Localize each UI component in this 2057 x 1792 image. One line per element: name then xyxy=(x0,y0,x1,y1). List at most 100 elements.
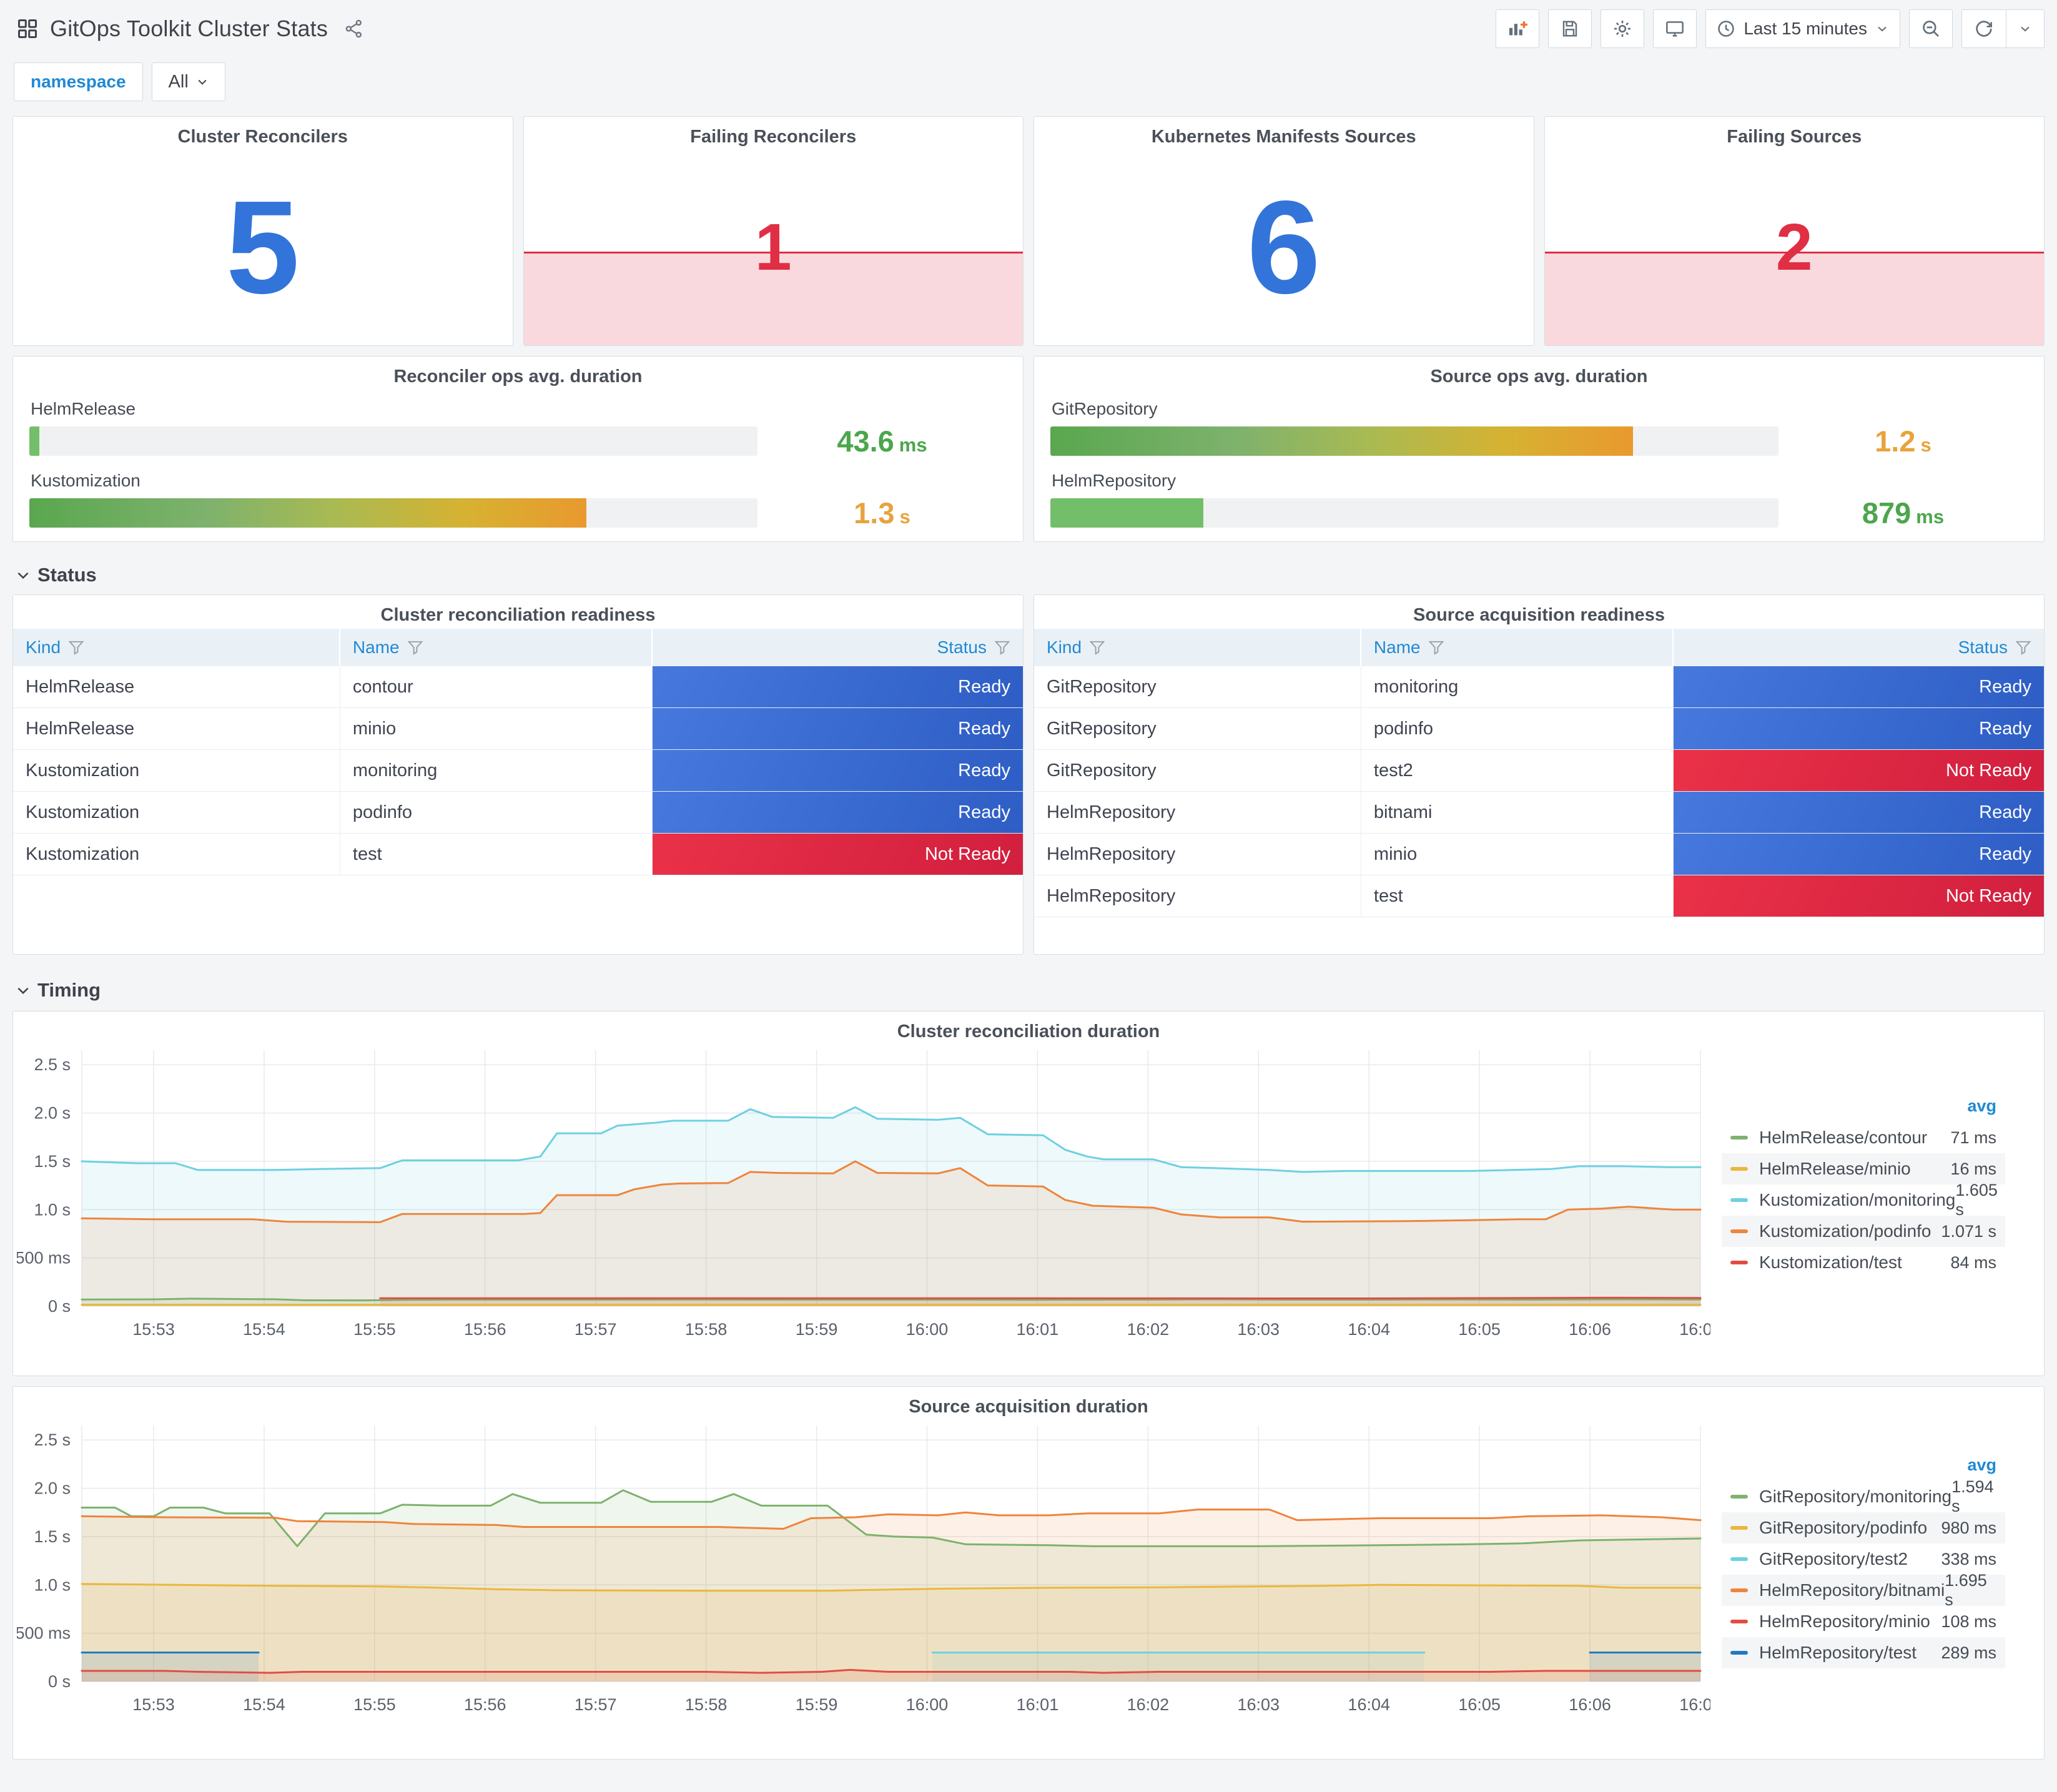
legend-item[interactable]: GitRepository/monitoring 1.594 s xyxy=(1722,1477,2005,1515)
table-column-header-status[interactable]: Status xyxy=(1674,629,2044,666)
series-name: Kustomization/test xyxy=(1759,1253,1902,1272)
gauge-label: GitRepository xyxy=(1052,399,1158,418)
filter-icon[interactable] xyxy=(1089,639,1105,656)
table-column-header-name[interactable]: Name xyxy=(340,629,653,666)
status-cell: Ready xyxy=(1673,666,2044,707)
series-name: HelmRepository/test xyxy=(1759,1643,1917,1662)
table-column-header-status[interactable]: Status xyxy=(653,629,1023,666)
panel-title: Failing Reconcilers xyxy=(690,127,857,147)
chevron-down-icon xyxy=(2021,26,2030,32)
stat-panel-cluster-reconcilers[interactable]: Cluster Reconcilers 5 xyxy=(12,116,513,346)
table-row: Kustomization monitoring Ready xyxy=(13,750,1023,792)
variable-namespace-select[interactable]: All xyxy=(151,62,225,101)
time-series-plot[interactable]: 0 s 500 ms 1.0 s 1.5 s 2.0 s 2.5 s 15:53 15:54 1… xyxy=(17,1041,1710,1354)
apps-dashboard-icon[interactable] xyxy=(16,17,39,40)
kind-cell: HelmRelease xyxy=(13,666,340,707)
chart-panel-cluster-reconciliation-duration[interactable]: Cluster reconciliation duration 0 s 500 m… xyxy=(12,1011,2045,1376)
time-range-label: Last 15 minutes xyxy=(1744,19,1867,38)
gauge-bar xyxy=(29,498,586,528)
svg-text:16:03: 16:03 xyxy=(1237,1695,1280,1714)
legend-item[interactable]: HelmRelease/contour 71 ms xyxy=(1722,1122,2005,1153)
svg-text:15:59: 15:59 xyxy=(796,1320,838,1339)
svg-text:2.5 s: 2.5 s xyxy=(34,1055,71,1074)
svg-text:16:05: 16:05 xyxy=(1458,1320,1501,1339)
series-color-swatch xyxy=(1730,1620,1748,1623)
legend-item[interactable]: GitRepository/podinfo 980 ms xyxy=(1722,1512,2005,1543)
legend-item[interactable]: HelmRelease/minio 16 ms xyxy=(1722,1153,2005,1184)
legend-item[interactable]: Kustomization/podinfo 1.071 s xyxy=(1722,1216,2005,1247)
dashboard-settings-button[interactable] xyxy=(1601,9,1645,48)
section-header-timing[interactable]: Timing xyxy=(12,976,2045,1005)
legend-item[interactable]: Kustomization/test 84 ms xyxy=(1722,1247,2005,1278)
status-cell: Ready xyxy=(652,750,1023,791)
legend-item[interactable]: HelmRepository/test 289 ms xyxy=(1722,1637,2005,1668)
filter-icon[interactable] xyxy=(994,639,1010,656)
refresh-interval-picker[interactable] xyxy=(2006,10,2044,47)
series-name: GitRepository/podinfo xyxy=(1759,1518,1928,1537)
zoom-out-button[interactable] xyxy=(1909,9,1953,48)
name-cell: test2 xyxy=(1361,750,1674,791)
chart-panel-source-acquisition-duration[interactable]: Source acquisition duration 0 s 500 ms 1.0… xyxy=(12,1386,2045,1760)
filter-icon[interactable] xyxy=(407,639,423,656)
stat-panel-failing-reconcilers[interactable]: Failing Reconcilers 1 xyxy=(523,116,1024,346)
svg-text:16:03: 16:03 xyxy=(1237,1320,1280,1339)
section-header-status[interactable]: Status xyxy=(12,561,2045,589)
time-series-plot[interactable]: 0 s 500 ms 1.0 s 1.5 s 2.0 s 2.5 s 15:53 15:54 1… xyxy=(17,1417,1710,1729)
legend-avg-header[interactable]: avg xyxy=(1967,1096,1996,1115)
add-panel-button[interactable] xyxy=(1496,9,1540,48)
gauge-label: HelmRelease xyxy=(31,399,136,418)
filter-icon[interactable] xyxy=(1428,639,1444,656)
svg-text:1.5 s: 1.5 s xyxy=(34,1527,71,1546)
table-column-header-kind[interactable]: Kind xyxy=(1034,629,1361,666)
table-column-header-kind[interactable]: Kind xyxy=(13,629,340,666)
series-name: GitRepository/test2 xyxy=(1759,1549,1908,1568)
cycle-view-button[interactable] xyxy=(1653,9,1697,48)
kind-cell: HelmRepository xyxy=(1034,792,1361,833)
table-column-header-name[interactable]: Name xyxy=(1361,629,1674,666)
table-row: HelmRepository test Not Ready xyxy=(1034,875,2044,917)
series-color-swatch xyxy=(1730,1261,1748,1264)
share-icon[interactable] xyxy=(344,19,364,39)
refresh-button-group xyxy=(1961,9,2045,48)
gauge-value: 43.6 ms xyxy=(837,425,927,458)
legend-item[interactable]: HelmRepository/bitnami 1.695 s xyxy=(1722,1571,2005,1609)
table-row: HelmRepository bitnami Ready xyxy=(1034,792,2044,834)
legend-avg-header[interactable]: avg xyxy=(1967,1455,1996,1474)
refresh-button[interactable] xyxy=(1962,10,2006,47)
legend-item[interactable]: GitRepository/test2 338 ms xyxy=(1722,1543,2005,1575)
gauge-panel-source-ops[interactable]: Source ops avg. duration GitRepository 1… xyxy=(1033,356,2045,542)
series-name: Kustomization/podinfo xyxy=(1759,1221,1931,1241)
gauge-panel-reconciler-ops[interactable]: Reconciler ops avg. duration HelmRelease… xyxy=(12,356,1024,542)
readiness-table: Kind Name Status GitRepository monitoring Rea… xyxy=(1034,629,2044,917)
status-cell: Ready xyxy=(652,792,1023,833)
stat-panel-k8s-manifests-sources[interactable]: Kubernetes Manifests Sources 6 xyxy=(1033,116,1534,346)
save-dashboard-button[interactable] xyxy=(1548,9,1592,48)
filter-icon[interactable] xyxy=(2015,639,2031,656)
svg-text:16:01: 16:01 xyxy=(1017,1695,1059,1714)
variable-namespace-value: All xyxy=(168,71,189,92)
stat-panel-failing-sources[interactable]: Failing Sources 2 xyxy=(1544,116,2045,346)
panel-title: Source acquisition readiness xyxy=(1413,605,1665,625)
name-cell: test xyxy=(340,834,653,875)
stat-value: 1 xyxy=(754,210,792,284)
table-panel-cluster-readiness[interactable]: Cluster reconciliation readiness Kind Nam… xyxy=(12,594,1024,955)
name-cell: monitoring xyxy=(340,750,653,791)
svg-text:15:54: 15:54 xyxy=(243,1320,285,1339)
stat-value: 2 xyxy=(1775,210,1813,284)
chart-legend: avg GitRepository/monitoring 1.594 s GitRep… xyxy=(1710,1417,2011,1729)
panel-title: Reconciler ops avg. duration xyxy=(393,367,643,386)
status-cell: Ready xyxy=(652,666,1023,707)
kind-cell: Kustomization xyxy=(13,792,340,833)
name-cell: podinfo xyxy=(1361,708,1674,749)
name-cell: bitnami xyxy=(1361,792,1674,833)
table-row: GitRepository monitoring Ready xyxy=(1034,666,2044,708)
filter-icon[interactable] xyxy=(68,639,84,656)
svg-text:16:06: 16:06 xyxy=(1569,1320,1611,1339)
legend-item[interactable]: Kustomization/monitoring 1.605 s xyxy=(1722,1181,2005,1219)
clock-icon xyxy=(1718,21,1735,37)
time-range-picker[interactable]: Last 15 minutes xyxy=(1705,9,1900,48)
legend-item[interactable]: HelmRepository/minio 108 ms xyxy=(1722,1606,2005,1637)
table-panel-source-readiness[interactable]: Source acquisition readiness Kind Name Sta… xyxy=(1033,594,2045,955)
tables-row: Cluster reconciliation readiness Kind Nam… xyxy=(12,594,2045,955)
series-avg-value: 16 ms xyxy=(1950,1159,1996,1178)
